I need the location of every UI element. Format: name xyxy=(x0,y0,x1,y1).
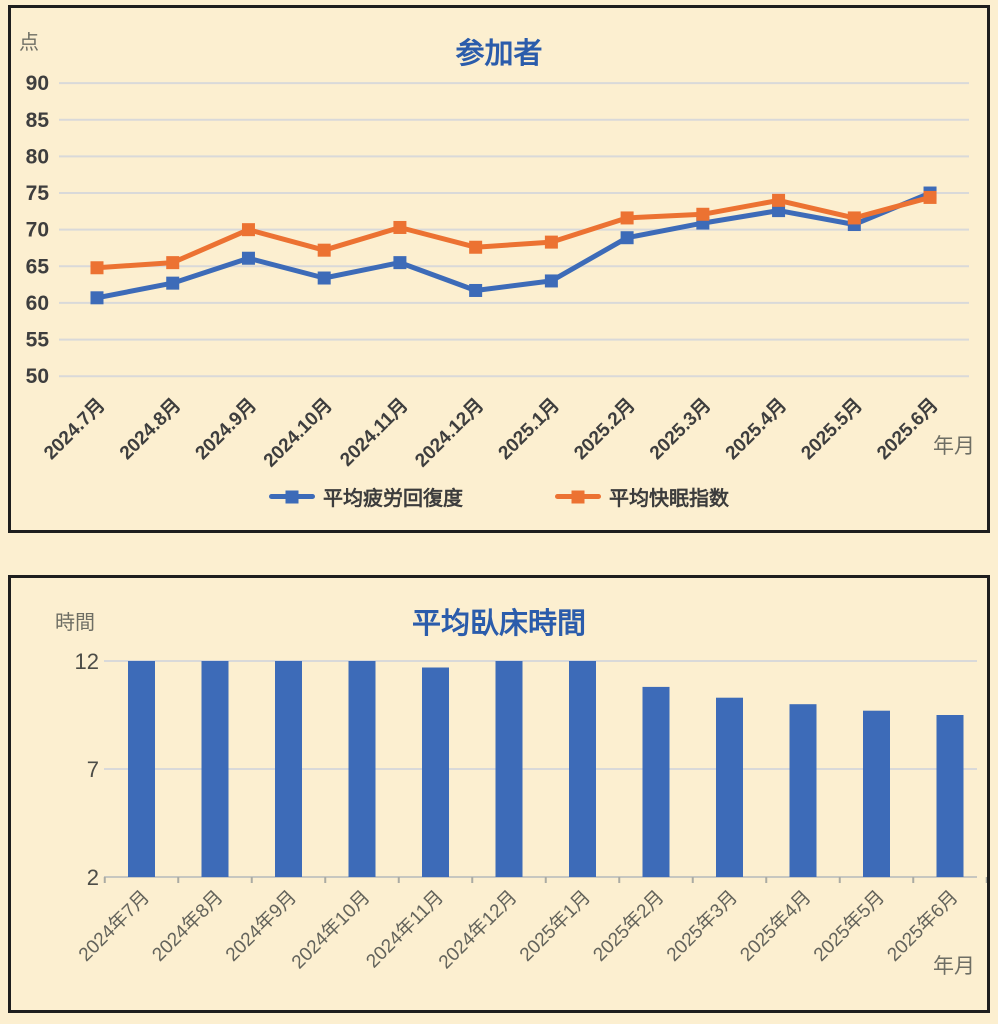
x-tick-label: 2024.10月 xyxy=(260,395,337,472)
x-tick-label: 2025年4月 xyxy=(736,886,816,966)
data-point[interactable] xyxy=(469,283,483,297)
data-point[interactable] xyxy=(544,235,558,249)
x-tick-label: 2025.3月 xyxy=(646,395,715,464)
legend-square-marker-icon xyxy=(285,490,299,503)
line-chart-panel: 点 参加者 90 85 80 75 70 65 60 55 50 2024.7月 2024.8月 20… xyxy=(8,5,990,533)
legend-item-sleep-index[interactable]: 平均快眠指数 xyxy=(555,482,729,511)
x-tick-label: 2024年9月 xyxy=(221,886,301,966)
line-series-1 xyxy=(96,194,931,271)
y-tick-label: 50 xyxy=(26,365,49,388)
x-tick-label: 2025.1月 xyxy=(495,395,564,464)
x-tick-label: 2025.2月 xyxy=(570,395,639,464)
data-point[interactable] xyxy=(620,211,634,225)
bar[interactable] xyxy=(275,661,302,877)
y-tick-label: 2 xyxy=(87,865,99,890)
bar[interactable] xyxy=(128,661,155,877)
data-point[interactable] xyxy=(166,256,180,270)
bar-chart-title: 平均臥床時間 xyxy=(411,608,586,640)
x-tick-label: 2025年5月 xyxy=(809,886,889,966)
x-tick-label: 2025年1月 xyxy=(515,886,595,966)
bar-chart-panel: 時間 平均臥床時間 12 7 2 2024年7月 2024年8月 2024年9月 2024年… xyxy=(8,575,990,1013)
x-tick-label: 2024年12月 xyxy=(434,886,521,973)
bar[interactable] xyxy=(422,667,449,878)
data-point[interactable] xyxy=(241,251,255,265)
x-tick-label: 2024.8月 xyxy=(116,395,185,464)
x-tick-label: 2025.4月 xyxy=(722,395,791,464)
x-tick-label: 2025.5月 xyxy=(797,395,866,464)
line-chart-legend: 平均疲労回復度 平均快眠指数 xyxy=(11,482,987,511)
line-chart-y-axis-unit: 点 xyxy=(19,32,39,54)
x-tick-label: 2024年10月 xyxy=(287,886,374,973)
bar[interactable] xyxy=(642,686,670,877)
bar[interactable] xyxy=(863,710,890,877)
bar-chart: 12722024年7月2024年8月2024年9月2024年10月2024年11… xyxy=(74,649,987,973)
data-point[interactable] xyxy=(317,243,331,257)
bar[interactable] xyxy=(495,661,523,877)
bar-chart-x-axis-unit: 年月 xyxy=(933,955,975,978)
bar[interactable] xyxy=(716,697,743,877)
data-point[interactable] xyxy=(393,220,407,234)
legend-square-marker-icon xyxy=(571,490,585,503)
data-point[interactable] xyxy=(847,211,861,225)
legend-item-fatigue-recovery[interactable]: 平均疲労回復度 xyxy=(269,482,463,511)
y-tick-label: 60 xyxy=(26,292,49,315)
bar[interactable] xyxy=(348,661,376,877)
y-tick-label: 65 xyxy=(26,255,50,278)
x-tick-label: 2025年2月 xyxy=(589,886,669,966)
bar[interactable] xyxy=(201,661,229,877)
legend-line-marker-icon xyxy=(269,490,315,503)
x-tick-label: 2024年8月 xyxy=(148,886,228,966)
y-tick-label: 70 xyxy=(26,219,49,242)
y-tick-label: 85 xyxy=(26,109,50,132)
x-tick-label: 2024.12月 xyxy=(411,395,488,472)
data-point[interactable] xyxy=(469,240,483,254)
data-point[interactable] xyxy=(696,207,710,221)
data-point[interactable] xyxy=(620,231,634,245)
bar[interactable] xyxy=(936,715,964,877)
data-point[interactable] xyxy=(166,276,180,290)
bar-chart-y-axis-unit: 時間 xyxy=(55,612,95,634)
data-point[interactable] xyxy=(241,223,255,237)
x-tick-label: 2024.11月 xyxy=(336,395,412,471)
legend-line-marker-icon xyxy=(555,490,601,503)
bar[interactable] xyxy=(789,704,817,877)
line-chart-title: 参加者 xyxy=(455,38,543,70)
data-point[interactable] xyxy=(923,190,937,204)
data-point[interactable] xyxy=(772,193,786,207)
y-tick-label: 90 xyxy=(26,72,49,95)
data-point[interactable] xyxy=(544,274,558,288)
y-tick-label: 80 xyxy=(26,145,49,168)
x-tick-label: 2024.9月 xyxy=(192,395,261,464)
bar[interactable] xyxy=(569,661,596,877)
line-chart-x-axis-unit: 年月 xyxy=(933,435,975,458)
y-tick-label: 55 xyxy=(26,329,50,352)
x-tick-label: 2025年3月 xyxy=(662,886,742,966)
x-tick-label: 2024.7月 xyxy=(40,395,109,464)
legend-label: 平均快眠指数 xyxy=(609,488,729,510)
x-tick-label: 2024年7月 xyxy=(74,886,154,966)
y-tick-label: 75 xyxy=(26,182,50,205)
line-series-0 xyxy=(96,190,931,301)
legend-label: 平均疲労回復度 xyxy=(323,488,463,510)
y-tick-label: 12 xyxy=(75,649,99,674)
data-point[interactable] xyxy=(317,271,331,285)
data-point[interactable] xyxy=(90,261,104,275)
data-point[interactable] xyxy=(90,291,104,305)
y-tick-label: 7 xyxy=(87,757,99,782)
data-point[interactable] xyxy=(772,204,786,218)
data-point[interactable] xyxy=(393,256,407,270)
